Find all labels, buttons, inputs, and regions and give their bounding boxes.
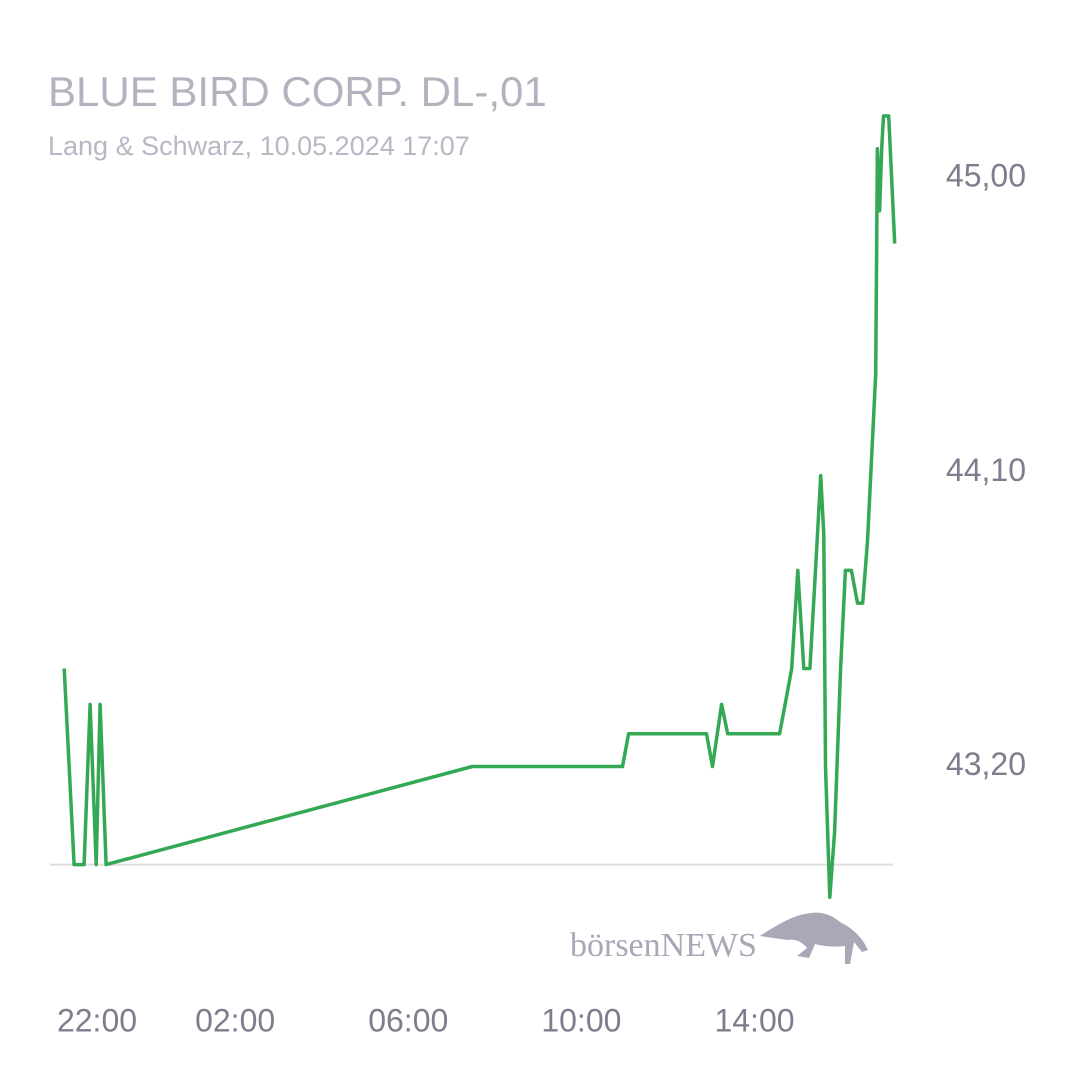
y-tick-label: 45,00 <box>946 158 1026 194</box>
x-tick-label: 10:00 <box>541 1002 621 1038</box>
watermark: börsenNEWS <box>570 927 757 964</box>
x-tick-label: 14:00 <box>714 1002 794 1038</box>
chart-title: BLUE BIRD CORP. DL-,01 <box>48 68 547 115</box>
y-tick-label: 44,10 <box>946 452 1026 488</box>
price-line <box>62 114 897 900</box>
x-tick-label: 22:00 <box>57 1002 137 1038</box>
x-tick-label: 02:00 <box>195 1002 275 1038</box>
y-tick-label: 43,20 <box>946 746 1026 782</box>
chart-subtitle: Lang & Schwarz, 10.05.2024 17:07 <box>48 131 470 161</box>
watermark-bull <box>760 912 868 964</box>
x-tick-label: 06:00 <box>368 1002 448 1038</box>
